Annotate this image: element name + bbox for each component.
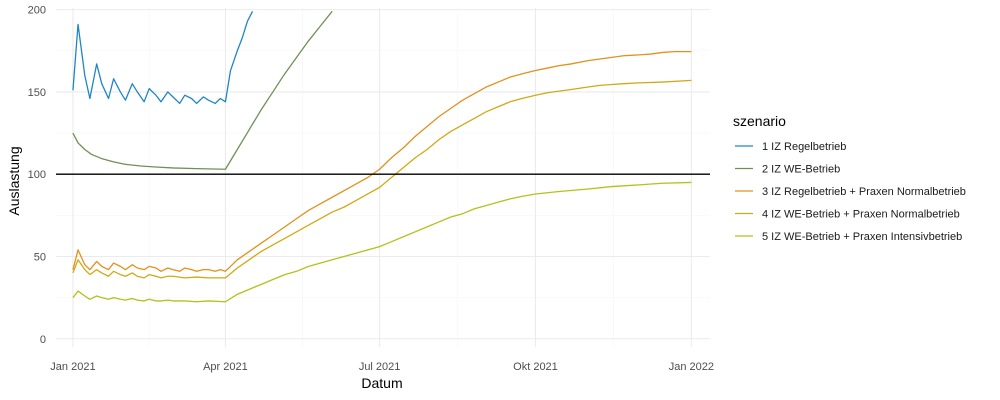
x-tick-label: Jan 2022: [669, 361, 714, 373]
y-axis-title: Auslastung: [6, 146, 22, 215]
legend-label-5: 5 IZ WE-Betrieb + Praxen Intensivbetrieb: [762, 231, 962, 243]
series-line-4: [72, 79, 692, 279]
x-axis-ticks: Jan 2021 Apr 2021 Jul 2021 Okt 2021 Jan 2022: [50, 361, 714, 373]
y-tick-label: 0: [40, 334, 46, 346]
y-tick-label: 150: [28, 87, 46, 99]
series-line-2: [72, 10, 333, 170]
series-line-3: [72, 50, 692, 272]
y-tick-label: 200: [28, 5, 46, 17]
x-tick-label: Apr 2021: [203, 361, 248, 373]
legend-items: 1 IZ Regelbetrieb 2 IZ WE-Betrieb 3 IZ Reg…: [735, 141, 966, 243]
x-tick-label: Okt 2021: [513, 361, 558, 373]
x-tick-label: Jan 2021: [50, 361, 95, 373]
legend-label-3: 3 IZ Regelbetrieb + Praxen Normalbetrieb: [762, 186, 966, 198]
series-line-1: [72, 10, 254, 105]
grid: [56, 8, 710, 347]
x-tick-label: Jul 2021: [359, 361, 401, 373]
series-lines: [72, 10, 692, 303]
legend-label-4: 4 IZ WE-Betrieb + Praxen Normalbetrieb: [762, 209, 960, 221]
legend: szenario 1 IZ Regelbetrieb 2 IZ WE-Betrie…: [733, 113, 966, 243]
legend-label-1: 1 IZ Regelbetrieb: [762, 141, 846, 153]
x-axis-title: Datum: [361, 375, 402, 391]
y-axis-ticks: 0 50 100 150 200: [28, 5, 46, 346]
legend-label-2: 2 IZ WE-Betrieb: [762, 164, 840, 176]
series-line-5: [72, 181, 692, 303]
y-tick-label: 100: [28, 169, 46, 181]
y-tick-label: 50: [34, 251, 46, 263]
legend-title: szenario: [733, 113, 786, 129]
